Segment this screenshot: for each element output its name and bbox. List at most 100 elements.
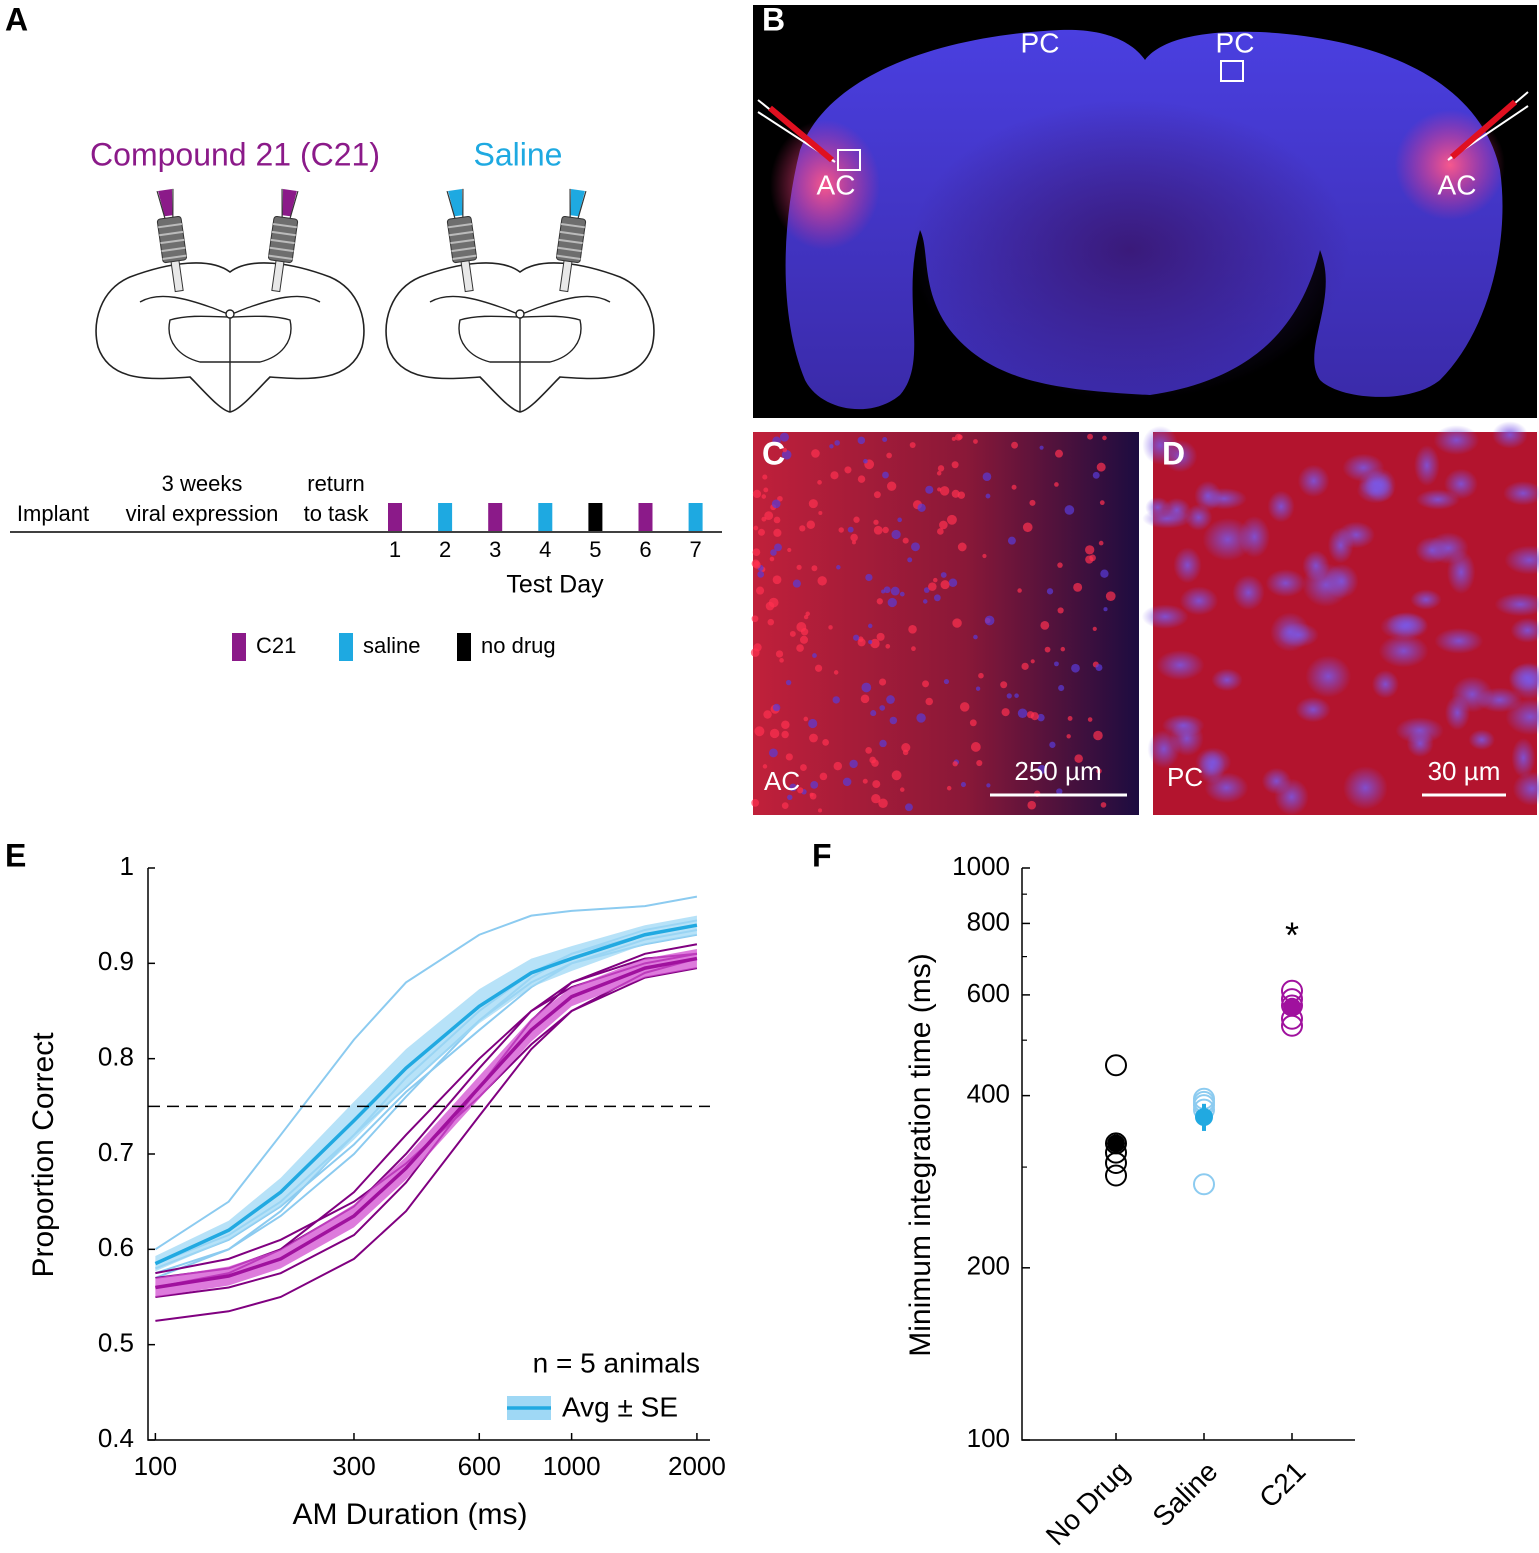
cell — [761, 516, 767, 522]
cell — [905, 803, 913, 812]
nucleus — [1511, 737, 1536, 778]
cell — [1029, 499, 1036, 506]
cell — [830, 471, 839, 480]
cell — [834, 440, 840, 446]
cell — [857, 475, 866, 483]
cell — [1092, 471, 1100, 479]
nucleus — [1265, 569, 1306, 598]
nucleus — [1512, 771, 1539, 806]
region-label: AC — [1438, 169, 1477, 200]
cell — [752, 489, 762, 499]
nucleus — [1508, 663, 1539, 693]
cell — [883, 586, 891, 594]
nucleus — [1337, 521, 1375, 549]
day-label: 6 — [639, 537, 651, 562]
cell — [1105, 591, 1116, 602]
cell — [1021, 662, 1029, 670]
cell — [952, 618, 962, 628]
cell — [951, 461, 959, 469]
cell — [1096, 462, 1106, 472]
individual-curve — [155, 952, 698, 1289]
cell — [1071, 663, 1080, 673]
cell — [773, 528, 782, 537]
day-label: 1 — [389, 537, 401, 562]
cell — [1027, 800, 1037, 810]
cell — [1054, 661, 1059, 667]
panel-label: D — [1162, 435, 1185, 471]
cell — [833, 761, 843, 771]
cell — [917, 503, 926, 512]
cell — [939, 486, 950, 496]
cell — [954, 433, 962, 441]
day-label: 2 — [439, 537, 451, 562]
cell — [902, 537, 909, 544]
cell — [812, 653, 817, 658]
cell — [886, 695, 895, 704]
shape — [910, 100, 1350, 400]
nucleus — [1155, 650, 1205, 681]
cell — [1066, 734, 1071, 739]
cell — [871, 793, 881, 804]
cell — [860, 694, 870, 704]
legend-label: Avg ± SE — [562, 1391, 678, 1422]
cell — [1085, 545, 1095, 555]
cell — [754, 726, 765, 737]
nucleus — [1297, 464, 1330, 498]
cell — [922, 680, 930, 688]
cell — [752, 548, 761, 557]
cell — [901, 742, 911, 753]
panel-label: E — [5, 837, 26, 873]
nucleus — [1324, 563, 1359, 599]
cell — [1040, 621, 1050, 630]
cell — [792, 579, 801, 588]
shape — [1220, 60, 1244, 82]
cell — [772, 436, 781, 446]
day-label: 5 — [589, 537, 601, 562]
y-tick-label: 400 — [967, 1078, 1010, 1108]
region-label: PC — [1216, 27, 1255, 58]
nucleus — [1410, 589, 1442, 610]
axis-line — [1021, 868, 1355, 1441]
cell — [1011, 441, 1018, 449]
cell — [1092, 626, 1097, 632]
nucleus — [1434, 627, 1484, 654]
cell — [756, 586, 765, 595]
cell — [973, 634, 978, 640]
cell — [890, 586, 900, 596]
cell — [1087, 433, 1093, 440]
cell — [943, 678, 950, 685]
cell — [1095, 664, 1103, 672]
cell — [757, 570, 765, 578]
cell — [810, 780, 819, 789]
shape — [152, 187, 591, 294]
cell — [847, 526, 854, 533]
cell — [928, 582, 937, 591]
cell — [1011, 484, 1017, 490]
legend-swatch — [457, 633, 471, 661]
cell — [764, 511, 774, 521]
cell — [940, 580, 950, 590]
cell — [800, 764, 807, 771]
nucleus — [1278, 622, 1319, 648]
cell — [1087, 717, 1093, 722]
cell — [867, 623, 873, 629]
cell — [879, 705, 886, 711]
cell — [865, 747, 872, 754]
panel-label: C — [762, 435, 785, 471]
cell — [909, 442, 916, 449]
day-marker — [538, 503, 553, 531]
annotation: n = 5 animals — [533, 1347, 700, 1378]
cell — [897, 517, 902, 523]
nucleus — [1444, 468, 1478, 500]
region-label: AC — [764, 766, 800, 796]
cell — [946, 785, 952, 791]
cell — [806, 520, 816, 529]
x-tick-label: 1000 — [543, 1451, 601, 1481]
cell — [937, 487, 942, 492]
cell — [899, 787, 905, 792]
cell — [771, 499, 781, 509]
cell — [1039, 445, 1044, 450]
nucleus — [1510, 617, 1539, 643]
cell — [886, 481, 897, 491]
